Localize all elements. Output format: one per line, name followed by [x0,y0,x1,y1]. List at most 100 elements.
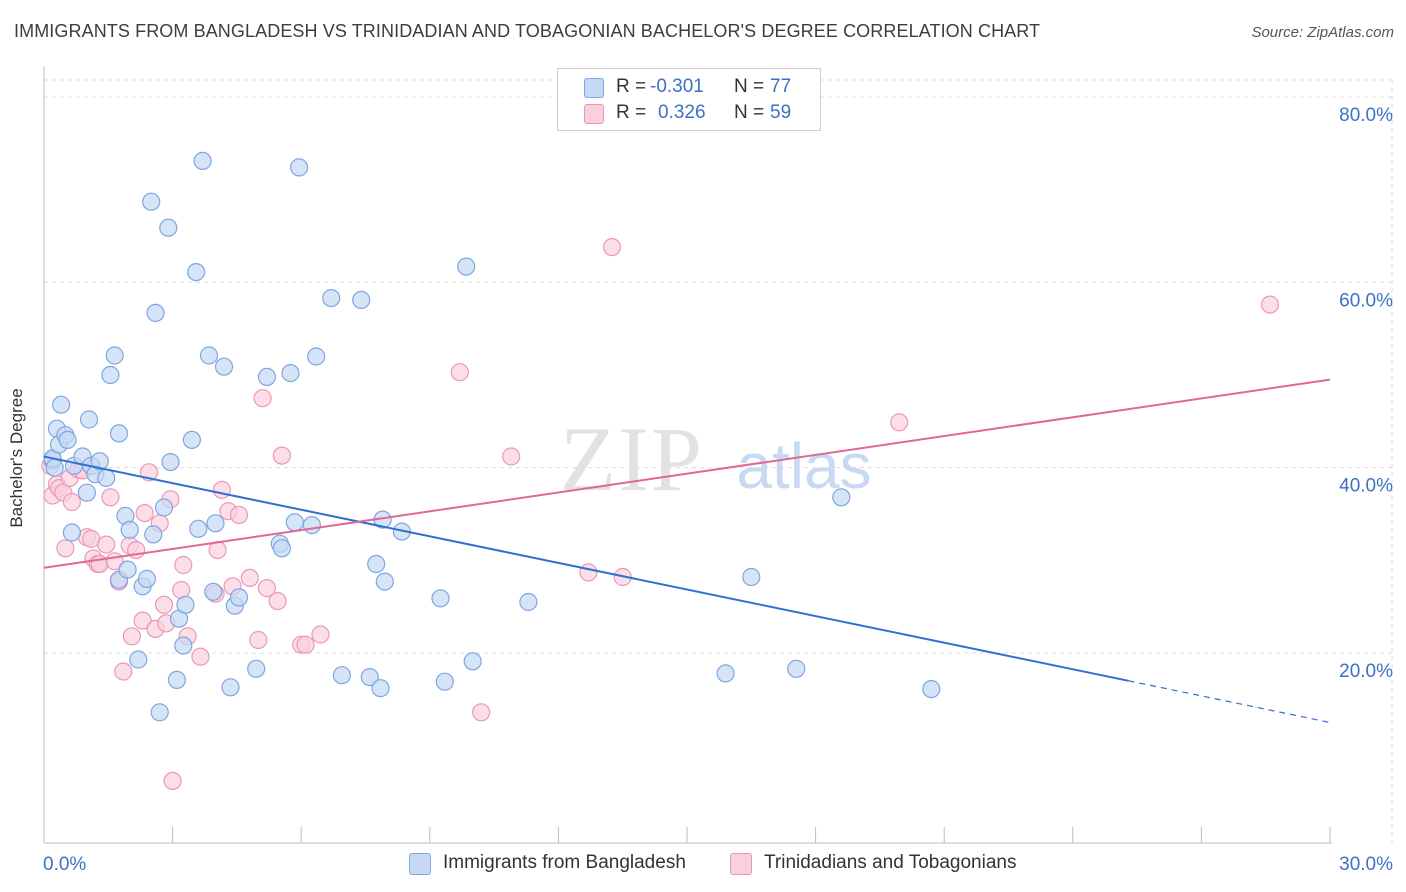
bangladesh-point [787,659,806,678]
bangladesh-point [302,515,321,535]
trinidadians-point [268,591,287,611]
bangladesh-point [371,679,390,698]
bangladesh-point [519,592,538,612]
legend-r-value: 0.326 [658,102,706,123]
bangladesh-point [742,567,761,587]
bangladesh-point [167,670,186,690]
bangladesh-point [272,539,291,558]
bangladesh-point [105,346,124,365]
tick-labels: 20.0% 40.0% 60.0% 80.0% 0.0% 30.0% [43,105,1393,875]
legend-n-value: 77 [770,76,792,97]
trinidadians-point [257,578,276,598]
bangladesh-point [247,659,266,678]
bangladesh-point [144,525,163,544]
bangladesh-point [257,367,276,386]
bangladesh-point [154,498,174,517]
trinidadians-point [602,238,622,257]
bangladesh-point [431,589,450,608]
watermark-zip: ZIP [560,408,704,510]
bangladesh-point [189,519,208,538]
bangladesh-point [285,513,304,532]
bangladesh-point [137,569,156,589]
trinidadians-point [450,363,469,382]
bangladesh-point [204,582,223,601]
trinidadians-point [135,503,154,523]
trinidadians-point [114,662,133,681]
y-axis-label: Bachelor's Degree [7,388,26,528]
legend-r-value: -0.301 [650,76,704,97]
trinidadians-point [249,630,268,650]
bangladesh-point [457,257,476,276]
trinidadians-point [253,389,272,408]
bangladesh-point [221,678,240,697]
bangladesh-point [182,430,201,449]
bangladesh-point [290,158,309,177]
bangladesh-point [120,520,139,539]
legend-r-label: R = [616,76,647,97]
trinidadians-point [101,488,120,507]
trend-lines [43,378,1331,724]
bangladesh-point [77,483,97,502]
trinidadians-point [174,555,193,575]
series-bangladesh-points [43,151,941,722]
legend-swatch-pink [584,104,604,124]
bangladesh-trend-line [43,455,1129,682]
trinidadians-point [502,447,521,466]
source-label: Source: ZipAtlas.com [1251,24,1394,41]
bangladesh-point [97,468,116,487]
trinidadians-point [163,771,182,791]
bottom-legend-swatch-pink [730,853,752,875]
bottom-legend-label: Immigrants from Bangladesh [443,852,686,873]
trinidadians-point [272,446,291,465]
bangladesh-point [159,218,178,237]
trinidadians-point [133,611,152,630]
bangladesh-point [62,523,82,542]
bangladesh-point [214,357,234,376]
legend-r-label: R = [616,102,647,123]
grid-layer [44,79,1393,843]
trinidadians-point [62,492,82,512]
y-tick-label: 60.0% [1339,290,1393,311]
bangladesh-point [360,667,379,687]
bangladesh-point [922,679,941,699]
x-tick-label: 0.0% [43,854,86,875]
y-tick-label: 40.0% [1339,476,1393,497]
x-tick-label: 30.0% [1339,854,1393,875]
trinidadians-point [229,505,249,525]
bangladesh-point [435,672,454,691]
bangladesh-point [146,303,165,322]
trinidadians-point [890,413,909,432]
bangladesh-point [58,430,77,449]
bangladesh-point [187,263,206,282]
trinidadians-point [191,647,210,666]
trinidadians-point [56,539,75,558]
bangladesh-point [281,364,300,383]
bangladesh-point [176,595,195,614]
legend-n-label: N = [734,102,765,123]
bangladesh-point [90,452,109,471]
bangladesh-point [142,192,161,211]
bangladesh-point [375,572,394,591]
series-trinidadians-points [41,238,1280,791]
bangladesh-point [129,650,148,669]
bangladesh-point [716,664,735,683]
bangladesh-point [79,410,99,429]
trinidadians-point [97,535,116,554]
chart-title: IMMIGRANTS FROM BANGLADESH VS TRINIDADIA… [14,21,1041,41]
trinidadians-point [212,480,231,499]
y-tick-label: 20.0% [1339,661,1393,682]
bangladesh-point [193,151,212,170]
trinidadians-point [122,627,141,646]
legend-n-value: 59 [770,102,792,123]
bangladesh-point [118,560,137,579]
bangladesh-point [367,554,386,574]
bangladesh-trend-extension [1128,680,1331,724]
bangladesh-point [463,652,482,671]
y-tick-label: 80.0% [1339,105,1393,126]
watermark-atlas: atlas [736,430,871,502]
bangladesh-point [322,289,341,308]
trinidadians-point [296,635,315,654]
bangladesh-point [206,514,225,533]
bangladesh-point [352,290,371,309]
